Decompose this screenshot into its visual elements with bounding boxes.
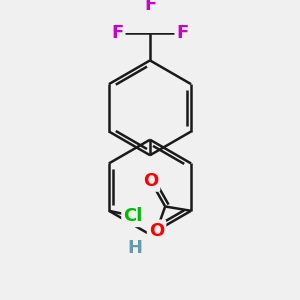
Text: F: F (177, 24, 189, 42)
Text: F: F (144, 0, 156, 14)
Text: F: F (111, 24, 123, 42)
Text: H: H (128, 239, 142, 257)
Text: O: O (149, 222, 164, 240)
Text: O: O (143, 172, 158, 190)
Text: Cl: Cl (123, 207, 143, 225)
